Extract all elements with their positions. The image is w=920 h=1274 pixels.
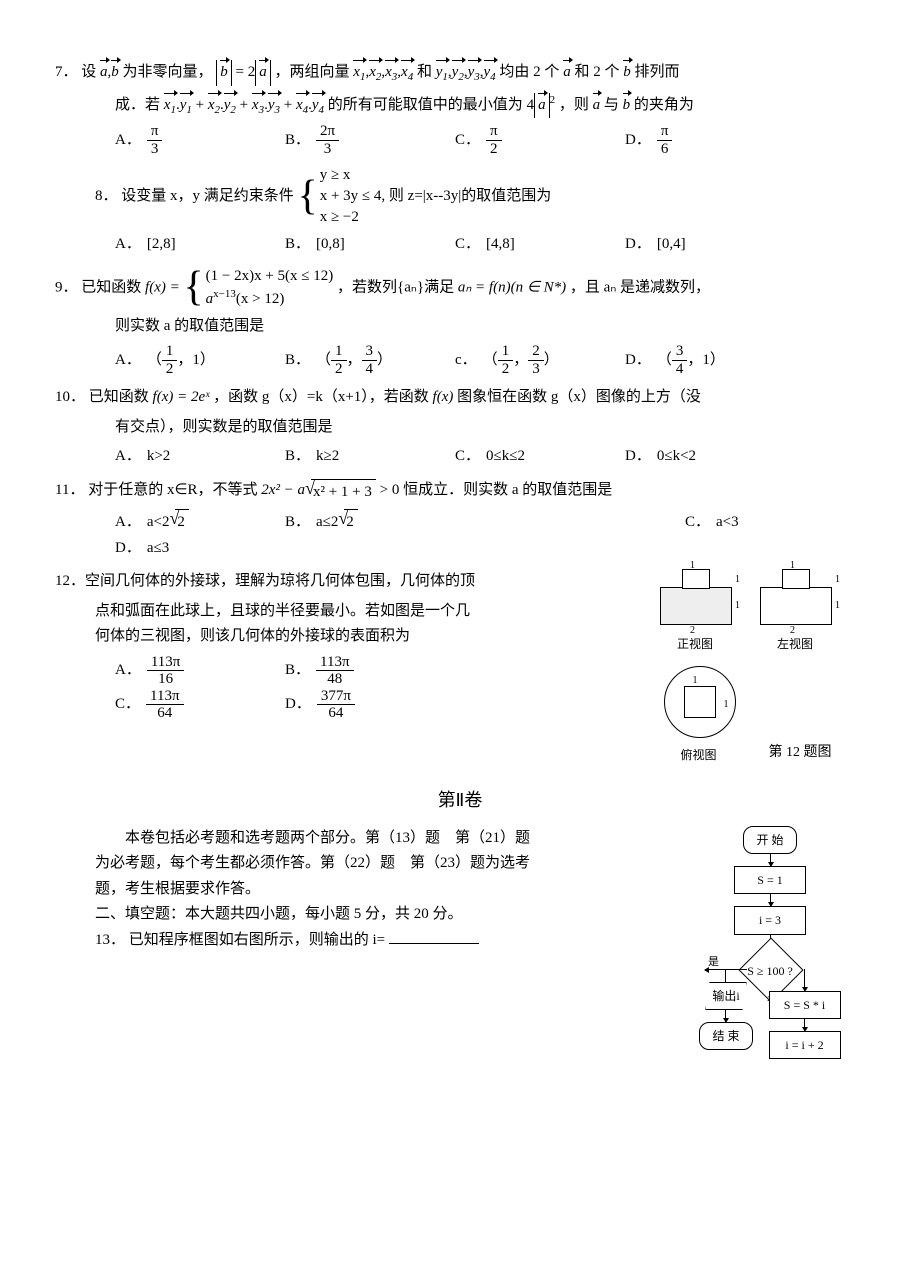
q9-choice-c: c．（12，23） bbox=[455, 343, 625, 377]
q7-num: 7． bbox=[55, 64, 78, 80]
q9-num: 9． bbox=[55, 279, 78, 295]
q9-eq: aₙ = f(n)(n ∈ N*) bbox=[458, 279, 566, 295]
q7-choice-a: A．π3 bbox=[115, 123, 285, 157]
q8-choices: A．[2,8] B．[0,8] C．[4,8] D．[0,4] bbox=[55, 232, 865, 258]
q9-choices: A．（12，1） B．（12，34） c．（12，23） D．（34，1） bbox=[55, 343, 865, 377]
flow-i3: i = 3 bbox=[734, 906, 806, 934]
q10-line2: 有交点），则实数是的取值范围是 bbox=[55, 415, 865, 441]
q9-stem: 9． 已知函数 f(x) = { (1 − 2x)x + 5(x ≤ 12) a… bbox=[55, 266, 865, 310]
q9-line2: 则实数 a 的取值范围是 bbox=[55, 314, 865, 340]
q11-choice-b: B．a≤2√2 bbox=[285, 509, 685, 536]
q8-stem: 8． 设变量 x，y 满足约束条件 { y ≥ x x + 3y ≤ 4, x … bbox=[55, 165, 865, 228]
flow-out: 输出i bbox=[705, 982, 746, 1010]
section-2-body: 本卷包括必考题和选考题两个部分。第（13）题 第（21）题 为必考题，每个考生都… bbox=[55, 826, 865, 1060]
q11-choice-a: A．a<2√2 bbox=[115, 509, 285, 536]
three-view-figure: 1 1 1 2 正视图 1 1 1 2 左视图 bbox=[625, 569, 865, 769]
constraint-brace: { y ≥ x x + 3y ≤ 4, x ≥ −2 bbox=[298, 165, 386, 228]
q12-choice-c: C．113π64 bbox=[115, 688, 285, 722]
intro-text: 本卷包括必考题和选考题两个部分。第（13）题 第（21）题 为必考题，每个考生都… bbox=[55, 826, 675, 928]
q7-choices: A．π3 B．2π3 C．π2 D．π6 bbox=[55, 123, 865, 157]
vector-a-icon: a bbox=[100, 60, 108, 86]
top-view-icon: 1 1 bbox=[659, 666, 739, 736]
flow-end: 结 束 bbox=[699, 1022, 752, 1050]
q9-choice-a: A．（12，1） bbox=[115, 343, 285, 377]
question-8: 8． 设变量 x，y 满足约束条件 { y ≥ x x + 3y ≤ 4, x … bbox=[55, 165, 865, 258]
figure-caption: 第 12 题图 bbox=[769, 741, 832, 765]
flow-mul: S = S * i bbox=[769, 991, 841, 1019]
flow-start: 开 始 bbox=[743, 826, 796, 854]
question-13: 13． 已知程序框图如右图所示，则输出的 i= bbox=[55, 928, 675, 954]
q7-choice-d: D．π6 bbox=[625, 123, 795, 157]
flow-inc: i = i + 2 bbox=[769, 1031, 841, 1059]
q11-choices: A．a<2√2 B．a≤2√2 C．a<3 D．a≤3 bbox=[55, 509, 865, 561]
q10-num: 10． bbox=[55, 389, 85, 405]
q7-line2: 成．若 x1.y1 + x2.y2 + x3.y3 + x4.y4 的所有可能取… bbox=[55, 91, 865, 120]
q8-choice-b: B．[0,8] bbox=[285, 232, 455, 258]
q12-stem: 12．空间几何体的外接球，理解为琼将几何体包围，几何体的顶 bbox=[55, 569, 625, 595]
q12-choices: A．113π16 B．113π48 C．113π64 D．377π64 bbox=[55, 654, 625, 722]
section-2-title: 第Ⅱ卷 bbox=[55, 785, 865, 816]
q12-choice-b: B．113π48 bbox=[285, 654, 585, 688]
vector-x1-icon: x1 bbox=[353, 60, 365, 87]
q10-choice-c: C．0≤k≤2 bbox=[455, 444, 625, 470]
q10-choice-b: B．k≥2 bbox=[285, 444, 455, 470]
question-12: 12．空间几何体的外接球，理解为琼将几何体包围，几何体的顶 点和弧面在此球上，且… bbox=[55, 569, 865, 769]
q11-stem: 11． 对于任意的 x∈R，不等式 2x² − a√x² + 1 + 3 > 0… bbox=[55, 478, 865, 506]
question-9: 9． 已知函数 f(x) = { (1 − 2x)x + 5(x ≤ 12) a… bbox=[55, 266, 865, 378]
flow-s1: S = 1 bbox=[734, 866, 806, 894]
q13-num: 13． bbox=[95, 932, 125, 948]
q12-choice-a: A．113π16 bbox=[115, 654, 285, 688]
question-7: 7． 设 a,b 为非零向量， b = 2a ，两组向量 x1,x2,x3,x4… bbox=[55, 60, 865, 157]
q9-choice-b: B．（12，34） bbox=[285, 343, 455, 377]
q8-choice-a: A．[2,8] bbox=[115, 232, 285, 258]
q8-choice-c: C．[4,8] bbox=[455, 232, 625, 258]
fill-blank bbox=[389, 928, 479, 944]
q8-num: 8． bbox=[95, 188, 118, 204]
flowchart-figure: 开 始 S = 1 i = 3 S ≥ 100 ? 是 否 输出i bbox=[675, 826, 865, 1060]
abs-b: b bbox=[216, 60, 232, 86]
q7-choice-b: B．2π3 bbox=[285, 123, 455, 157]
q11-num: 11． bbox=[55, 482, 84, 498]
q11-choice-c: C．a<3 bbox=[685, 509, 855, 536]
q9-choice-d: D．（34，1） bbox=[625, 343, 795, 377]
question-10: 10． 已知函数 f(x) = 2eˣ ，函数 g（x）=k（x+1），若函数 … bbox=[55, 385, 865, 470]
q10-choices: A．k>2 B．k≥2 C．0≤k≤2 D．0≤k<2 bbox=[55, 444, 865, 470]
q12-choice-d: D．377π64 bbox=[285, 688, 455, 722]
front-view-icon: 1 1 1 2 bbox=[660, 569, 730, 625]
q10-stem: 10． 已知函数 f(x) = 2eˣ ，函数 g（x）=k（x+1），若函数 … bbox=[55, 385, 865, 411]
vector-b-icon: b bbox=[111, 60, 119, 86]
side-view-icon: 1 1 1 2 bbox=[760, 569, 830, 625]
q11-choice-d: D．a≤3 bbox=[115, 536, 285, 562]
abs-a: a bbox=[255, 60, 271, 86]
q10-choice-a: A．k>2 bbox=[115, 444, 285, 470]
sqrt-icon: √x² + 1 + 3 bbox=[305, 479, 376, 506]
piecewise-brace: { (1 − 2x)x + 5(x ≤ 12) ax−13(x > 12) bbox=[183, 266, 333, 310]
question-11: 11． 对于任意的 x∈R，不等式 2x² − a√x² + 1 + 3 > 0… bbox=[55, 478, 865, 562]
q8-choice-d: D．[0,4] bbox=[625, 232, 795, 258]
q7-choice-c: C．π2 bbox=[455, 123, 625, 157]
q10-choice-d: D．0≤k<2 bbox=[625, 444, 795, 470]
q12-num: 12． bbox=[55, 573, 85, 589]
q7-stem: 7． 设 a,b 为非零向量， b = 2a ，两组向量 x1,x2,x3,x4… bbox=[55, 60, 865, 87]
